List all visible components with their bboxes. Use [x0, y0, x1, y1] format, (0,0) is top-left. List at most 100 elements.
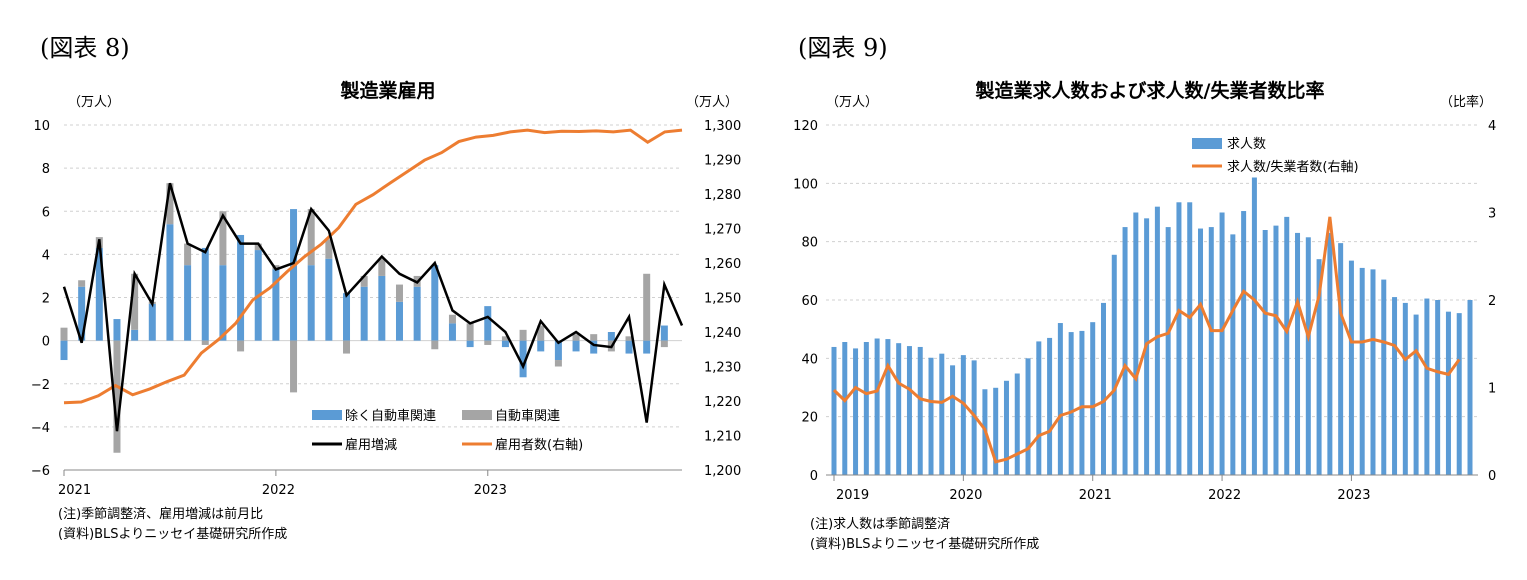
- figure-8-label: (図表 8): [40, 34, 130, 62]
- chart2-notes: (注)求人数は季節調整済 (資料)BLSよりニッセイ基礎研究所作成: [810, 515, 1039, 555]
- chart1-bar-auto: [466, 323, 474, 341]
- chart1-y2-tick: 1,240: [704, 326, 741, 341]
- chart1-y2-tick: 1,290: [704, 154, 741, 169]
- chart2-legend-ratio: 求人数/失業者数(右軸): [1227, 159, 1359, 175]
- chart2-bar-openings: [1122, 227, 1128, 475]
- chart1-bar-non-auto: [466, 340, 474, 348]
- chart1-y-tick: 8: [42, 162, 50, 177]
- chart1-bar-non-auto: [237, 234, 245, 341]
- chart2-y2-tick: 0: [1488, 469, 1496, 484]
- chart1-bar-non-auto: [413, 286, 421, 341]
- chart1-y2-tick: 1,300: [704, 119, 741, 134]
- chart1-notes: (注)季節調整済、雇用増減は前月比 (資料)BLSよりニッセイ基礎研究所作成: [58, 505, 287, 545]
- chart2-bar-openings: [1079, 330, 1085, 475]
- chart2-bar-openings: [896, 343, 902, 475]
- chart2-y-tick: 120: [793, 119, 818, 134]
- chart1-bar-non-auto: [501, 340, 509, 348]
- chart2-x-label-2019: 2019: [836, 488, 869, 503]
- chart1-title: 製造業雇用: [339, 79, 435, 102]
- chart2-x-label-2023: 2023: [1337, 488, 1370, 503]
- chart2-bar-openings: [1165, 227, 1171, 475]
- chart2-bar-openings: [853, 348, 859, 475]
- chart2-y-tick: 60: [801, 294, 818, 309]
- chart2-bar-openings: [1068, 332, 1074, 475]
- chart1-bar-non-auto: [448, 323, 456, 341]
- chart2-bar-openings: [1111, 254, 1117, 475]
- chart1-bar-auto: [484, 340, 492, 345]
- chart2-y-tick: 100: [793, 177, 818, 192]
- chart1-bar-non-auto: [307, 265, 315, 341]
- chart1-x-label-2023: 2023: [474, 483, 507, 498]
- chart2-bar-openings: [863, 342, 869, 475]
- chart1-bar-non-auto: [219, 265, 227, 341]
- chart2-bar-openings: [1338, 243, 1344, 475]
- chart2-bar-openings: [993, 387, 999, 475]
- chart2-bar-openings: [1176, 202, 1182, 475]
- chart1-y2-tick: 1,230: [704, 361, 741, 376]
- chart2-bar-openings: [1467, 300, 1473, 475]
- chart2-y2-tick: 2: [1488, 294, 1496, 309]
- chart1-y-tick: −2: [31, 378, 50, 393]
- chart2-bar-openings: [1133, 212, 1139, 475]
- chart2-bar-openings: [1003, 380, 1009, 475]
- chart2-note-source: (資料)BLSよりニッセイ基礎研究所作成: [810, 537, 1040, 552]
- chart1-bar-auto: [431, 340, 439, 350]
- chart1-y2-tick: 1,280: [704, 188, 741, 203]
- chart1-y2-tick: 1,250: [704, 292, 741, 307]
- chart2-bar-openings: [1014, 373, 1020, 475]
- chart2-bar-openings: [874, 338, 880, 475]
- chart1-y-tick: −6: [31, 464, 50, 479]
- chart1-bar-non-auto: [113, 319, 121, 341]
- chart1-y-tick: 6: [42, 205, 50, 220]
- chart1-bar-auto: [219, 211, 227, 266]
- chart2-line-ratio: [832, 216, 1461, 464]
- chart2-bar-openings: [885, 339, 891, 475]
- chart1-bar-auto: [60, 327, 68, 341]
- chart2-y-tick: 40: [801, 352, 818, 367]
- chart1-bar-auto: [519, 329, 527, 341]
- chart2-bar-openings: [1100, 302, 1106, 475]
- chart2-y2-tick: 4: [1488, 119, 1496, 134]
- chart1-y-tick: −4: [31, 421, 50, 436]
- chart1-legend-change: 雇用増減: [345, 437, 397, 453]
- chart1-x-label-2021: 2021: [58, 483, 91, 498]
- chart1-bar-non-auto: [431, 265, 439, 341]
- chart1-bar-auto: [554, 360, 562, 367]
- chart2-bar-openings: [1230, 234, 1236, 475]
- chart2-bar-openings: [1025, 358, 1031, 475]
- chart1-bar-auto: [201, 340, 209, 345]
- chart1-bar-non-auto: [60, 340, 68, 361]
- chart1-bar-auto: [325, 239, 333, 259]
- chart2-y-tick: 0: [810, 469, 818, 484]
- chart1-bar-auto: [448, 314, 456, 324]
- chart2-left-unit: （万人）: [826, 95, 878, 110]
- chart1-bar-non-auto: [184, 265, 192, 341]
- chart2-bar-openings: [1090, 322, 1096, 475]
- chart1-bar-non-auto: [607, 332, 615, 341]
- chart2-legend-swatch-openings: [1192, 138, 1222, 149]
- chart2-bar-openings: [842, 342, 848, 475]
- chart2-bar-openings: [1370, 269, 1376, 475]
- chart1-y2-tick: 1,260: [704, 257, 741, 272]
- chart1-y-tick: 2: [42, 292, 50, 307]
- chart2-bar-openings: [1445, 311, 1451, 475]
- chart2-bar-openings: [1284, 216, 1290, 475]
- chart1-bar-auto: [343, 340, 351, 354]
- chart1-y2-tick: 1,220: [704, 395, 741, 410]
- chart2-bar-openings: [1187, 202, 1193, 475]
- chart1-bar-auto: [78, 280, 86, 287]
- chart1-legend-swatch-auto: [462, 410, 492, 420]
- chart1-bar-non-auto: [625, 340, 633, 354]
- chart1-legend-swatch-non-auto: [312, 410, 342, 420]
- chart1-x-label-2022: 2022: [262, 483, 295, 498]
- chart1-bar-non-auto: [325, 258, 333, 341]
- chart1-bar-non-auto: [554, 340, 562, 361]
- chart1-bar-auto: [290, 340, 298, 393]
- chart1-bar-non-auto: [643, 340, 651, 354]
- chart2-bar-openings: [1036, 341, 1042, 475]
- chart1-bar-auto: [625, 336, 633, 341]
- chart2-bar-openings: [906, 346, 912, 475]
- chart1-bar-non-auto: [484, 306, 492, 341]
- chart2-legend-openings: 求人数: [1227, 137, 1266, 152]
